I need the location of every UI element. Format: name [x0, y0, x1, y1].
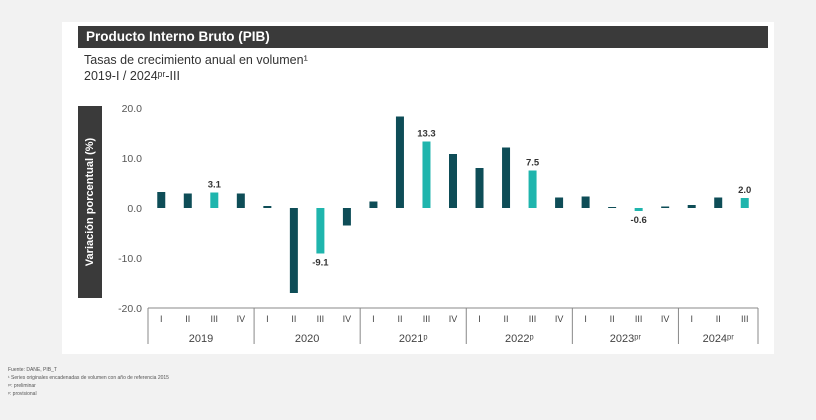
year-label: 2022ᵖ	[505, 333, 534, 345]
bar	[687, 205, 696, 208]
subtitle-line-2: 2019-I / 2024ᵖʳ-III	[84, 69, 180, 83]
bar	[395, 116, 404, 208]
x-tick-label: III	[529, 314, 537, 324]
x-tick-label: I	[372, 314, 375, 324]
data-label: 13.3	[417, 129, 436, 140]
y-tick-label: -10.0	[118, 253, 142, 265]
data-label: 3.1	[208, 180, 222, 191]
chart-title: Producto Interno Bruto (PIB)	[78, 26, 768, 48]
bar	[183, 193, 192, 208]
footnote-3: ᵖ: provisional	[8, 391, 37, 397]
y-tick-label: 20.0	[122, 103, 143, 115]
y-axis-label-box: Variación porcentual (%)	[78, 106, 102, 298]
year-label: 2021ᵖ	[399, 333, 428, 345]
x-tick-label: II	[185, 314, 190, 324]
bar	[316, 208, 325, 254]
bar	[289, 208, 298, 293]
x-tick-label: I	[584, 314, 587, 324]
bar	[528, 170, 537, 208]
bar	[449, 154, 457, 208]
year-label: 2019	[189, 333, 213, 345]
year-label: 2024ᵖʳ	[703, 333, 735, 345]
x-tick-label: III	[317, 314, 325, 324]
bar	[608, 207, 617, 208]
bar	[714, 197, 723, 208]
x-tick-label: I	[690, 314, 693, 324]
footnote-source: Fuente: DANE, PIB_T	[8, 367, 57, 373]
bar	[210, 192, 219, 208]
x-tick-label: II	[610, 314, 615, 324]
y-tick-label: -20.0	[118, 303, 142, 315]
x-tick-label: III	[635, 314, 643, 324]
chart-card: Producto Interno Bruto (PIB) Tasas de cr…	[62, 22, 774, 354]
x-tick-label: II	[504, 314, 509, 324]
bar	[502, 147, 511, 208]
data-label: 7.5	[526, 158, 540, 169]
bar	[555, 197, 564, 208]
x-tick-label: III	[741, 314, 749, 324]
x-tick-label: III	[211, 314, 219, 324]
bar	[475, 168, 484, 208]
bar	[581, 196, 590, 208]
bar	[236, 193, 245, 208]
x-tick-label: IV	[449, 314, 458, 324]
x-tick-label: I	[478, 314, 481, 324]
x-tick-label: I	[160, 314, 163, 324]
year-label: 2023ᵖʳ	[610, 333, 642, 345]
x-tick-label: I	[266, 314, 269, 324]
x-tick-label: II	[397, 314, 402, 324]
y-tick-label: 0.0	[127, 203, 142, 215]
bar	[157, 192, 166, 208]
bar-chart: 20.0 10.0 0.0 -10.0 -20.0 3.1 -9.1 13.3 7.5 -0.6 2…	[118, 103, 759, 345]
x-tick-label: IV	[343, 314, 352, 324]
bar	[422, 141, 431, 208]
subtitle-line-1: Tasas de crecimiento anual en volumen¹	[84, 53, 308, 67]
x-tick-label: II	[291, 314, 296, 324]
bar	[369, 201, 378, 208]
data-label: -9.1	[312, 258, 329, 269]
chart-subtitle: Tasas de crecimiento anual en volumen¹ 2…	[84, 52, 308, 84]
data-label: -0.6	[630, 215, 646, 226]
x-tick-label: II	[716, 314, 721, 324]
bar	[634, 208, 643, 211]
bar	[342, 208, 351, 226]
bar	[661, 206, 670, 208]
data-label: 2.0	[738, 185, 751, 196]
bar	[740, 198, 749, 208]
bar	[263, 206, 272, 208]
x-tick-label: IV	[237, 314, 246, 324]
y-tick-label: 10.0	[122, 153, 143, 165]
footnote-2: ᵖʳ: preliminar	[8, 383, 36, 389]
x-tick-label: IV	[661, 314, 670, 324]
x-tick-label: IV	[555, 314, 564, 324]
footnotes: Fuente: DANE, PIB_T ¹ Series originales …	[8, 366, 169, 398]
year-label: 2020	[295, 333, 319, 345]
x-tick-label: III	[423, 314, 431, 324]
footnote-1: ¹ Series originales encadenadas de volum…	[8, 375, 169, 381]
